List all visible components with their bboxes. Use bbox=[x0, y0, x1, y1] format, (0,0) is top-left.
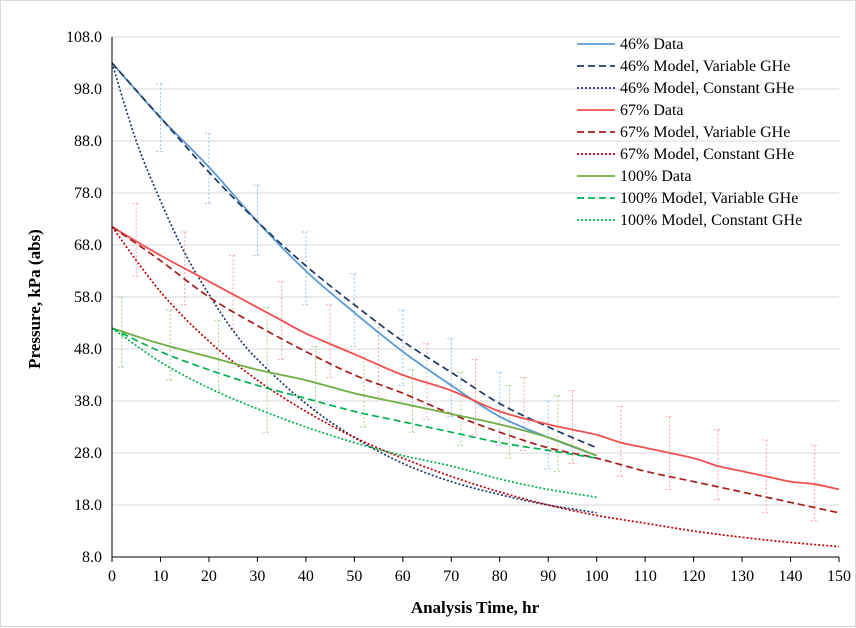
series-line bbox=[111, 226, 840, 491]
y-tick-label: 98.0 bbox=[74, 81, 102, 98]
legend-label: 46% Model, Constant GHe bbox=[620, 80, 794, 97]
y-tick-label: 48.0 bbox=[74, 341, 102, 358]
x-tick-label: 110 bbox=[633, 568, 656, 585]
series-line bbox=[111, 62, 597, 514]
series-line bbox=[111, 226, 840, 514]
x-tick-label: 40 bbox=[298, 568, 314, 585]
series-line bbox=[111, 226, 840, 548]
x-tick-label: 0 bbox=[108, 568, 116, 585]
series-line bbox=[111, 62, 597, 457]
legend-label: 100% Data bbox=[620, 168, 692, 185]
y-tick-label: 28.0 bbox=[74, 445, 102, 462]
legend-label: 46% Data bbox=[620, 36, 684, 53]
x-tick-labels: 0 10 20 30 40 50 60 70 80 90 100 110 120 130 140 150 bbox=[108, 568, 851, 585]
legend-label: 67% Data bbox=[620, 102, 684, 119]
y-axis-title: Pressure, kPa (abs) bbox=[25, 229, 44, 369]
series-lines bbox=[111, 62, 840, 548]
series-line bbox=[111, 327, 597, 499]
legend-label: 46% Model, Variable GHe bbox=[620, 58, 790, 75]
legend-label: 100% Model, Constant GHe bbox=[620, 212, 802, 229]
y-tick-label: 8.0 bbox=[82, 549, 102, 566]
series-line bbox=[111, 62, 598, 449]
y-tick-label: 68.0 bbox=[74, 237, 102, 254]
x-tick-label: 150 bbox=[827, 568, 851, 585]
y-tick-label: 78.0 bbox=[74, 185, 102, 202]
x-tick-label: 130 bbox=[730, 568, 754, 585]
x-tick-label: 80 bbox=[492, 568, 508, 585]
legend-label: 67% Model, Constant GHe bbox=[620, 146, 794, 163]
x-tick-label: 120 bbox=[682, 568, 706, 585]
y-tick-label: 18.0 bbox=[74, 497, 102, 514]
legend-label: 67% Model, Variable GHe bbox=[620, 124, 790, 141]
legend: 46% Data 46% Model, Variable GHe 46% Model… bbox=[577, 36, 802, 229]
y-tick-label: 38.0 bbox=[74, 393, 102, 410]
legend-label: 100% Model, Variable GHe bbox=[620, 190, 798, 207]
x-tick-label: 20 bbox=[201, 568, 217, 585]
x-tick-label: 90 bbox=[540, 568, 556, 585]
x-tick-label: 30 bbox=[249, 568, 265, 585]
x-axis-title: Analysis Time, hr bbox=[411, 598, 540, 617]
x-tick-label: 100 bbox=[585, 568, 609, 585]
y-tick-label: 58.0 bbox=[74, 289, 102, 306]
x-tick-label: 140 bbox=[779, 568, 803, 585]
y-tick-label: 108.0 bbox=[66, 29, 102, 46]
x-tick-label: 70 bbox=[443, 568, 459, 585]
y-tick-label: 88.0 bbox=[74, 133, 102, 150]
axes bbox=[111, 37, 840, 562]
series-line bbox=[111, 327, 597, 457]
x-tick-label: 50 bbox=[346, 568, 362, 585]
y-tick-labels: 8.0 18.0 28.0 38.0 48.0 58.0 68.0 78.0 88.0 98.0 1… bbox=[66, 29, 102, 566]
x-tick-label: 60 bbox=[395, 568, 411, 585]
x-tick-label: 10 bbox=[152, 568, 168, 585]
series-line bbox=[111, 327, 597, 460]
